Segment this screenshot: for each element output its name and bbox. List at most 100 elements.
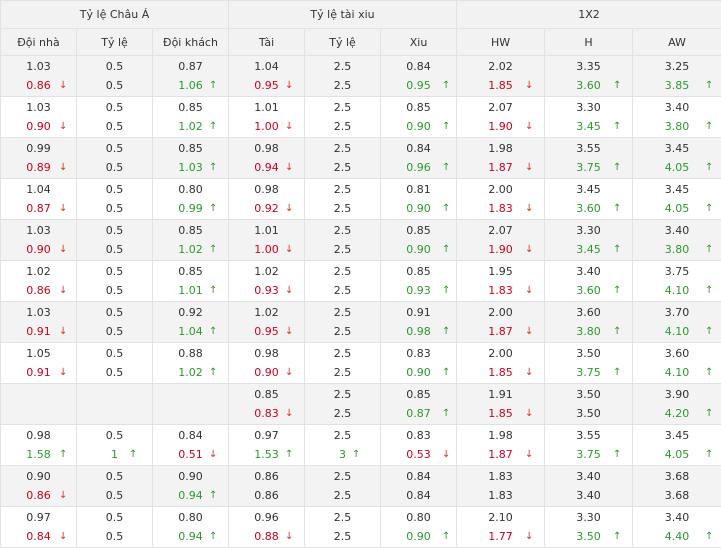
- current-odds-value: 1.02: [178, 366, 203, 380]
- current-odds-value: 3.80: [665, 243, 690, 257]
- current-odds: 0.5: [77, 202, 152, 216]
- current-odds: 4.10↑: [633, 325, 721, 339]
- current-odds: 0.5: [77, 120, 152, 134]
- current-odds-value: 2.5: [334, 530, 352, 544]
- current-odds: 2.5: [305, 202, 380, 216]
- current-odds: 0.86↓: [1, 489, 76, 503]
- current-odds: 0.94↑: [153, 489, 228, 503]
- arrow-up-icon: ↑: [209, 243, 217, 256]
- current-odds: 3.85↑: [633, 79, 721, 93]
- current-odds-value: 0.94: [178, 530, 203, 544]
- current-odds: 2.5: [305, 79, 380, 93]
- current-odds: 0.53↓: [381, 448, 456, 462]
- current-odds-value: 0.96: [406, 161, 431, 175]
- current-odds-value: 0.90: [406, 202, 431, 216]
- current-odds: 3.60↑: [545, 79, 632, 93]
- arrow-down-icon: ↓: [59, 120, 67, 133]
- arrow-down-icon: ↓: [59, 489, 67, 502]
- current-odds-value: 0.84: [406, 489, 431, 503]
- arrow-down-icon: ↓: [525, 79, 533, 92]
- opening-odds: 1.03: [1, 101, 76, 115]
- current-odds-value: 0.92: [254, 202, 279, 216]
- current-odds: 0.83↓: [229, 407, 304, 421]
- current-odds-value: 3: [339, 448, 346, 462]
- current-odds: 1.90↓: [457, 120, 544, 134]
- current-odds: 3.45↑: [545, 120, 632, 134]
- current-odds-value: 0.86: [26, 79, 51, 93]
- current-odds: 0.96↑: [381, 161, 456, 175]
- col-header-over: Tài: [229, 29, 305, 56]
- opening-odds: 1.91: [457, 388, 544, 402]
- current-odds: 0.5: [77, 489, 152, 503]
- current-odds: 0.84: [381, 489, 456, 503]
- opening-odds: 3.60: [633, 347, 721, 361]
- opening-odds: 0.5: [77, 347, 152, 361]
- current-odds: 0.94↓: [229, 161, 304, 175]
- current-odds-value: 1.03: [178, 161, 203, 175]
- arrow-up-icon: ↑: [613, 120, 621, 133]
- current-odds: 3.50: [545, 407, 632, 421]
- current-odds-value: 2.5: [334, 366, 352, 380]
- current-odds: 0.90↓: [229, 366, 304, 380]
- current-odds-value: 4.05: [665, 202, 690, 216]
- opening-odds: 1.02: [1, 265, 76, 279]
- arrow-down-icon: ↓: [285, 325, 293, 338]
- arrow-down-icon: ↓: [525, 202, 533, 215]
- current-odds: 0.5: [77, 530, 152, 544]
- current-odds: 3.45↑: [545, 243, 632, 257]
- opening-odds: 0.5: [77, 470, 152, 484]
- current-odds: 1.03↑: [153, 161, 228, 175]
- opening-odds: 1.95: [457, 265, 544, 279]
- current-odds: 1.00↓: [229, 120, 304, 134]
- opening-odds: 2.5: [305, 429, 380, 443]
- opening-odds: 0.80: [153, 511, 228, 525]
- odds-cell-aw: 3.25 3.85↑: [633, 56, 721, 97]
- arrow-down-icon: ↓: [525, 120, 533, 133]
- group-header-row: Tỷ lệ Châu Á Tỷ lệ tài xiu 1X2: [1, 1, 721, 29]
- current-odds: 2.5: [305, 284, 380, 298]
- arrow-up-icon: ↑: [705, 407, 713, 420]
- current-odds-value: 1.85: [488, 407, 513, 421]
- current-odds-value: 0.90: [406, 366, 431, 380]
- opening-odds: 3.25: [633, 60, 721, 74]
- current-odds-value: 0.98: [406, 325, 431, 339]
- current-odds: 0.5: [77, 325, 152, 339]
- current-odds-value: 0.90: [26, 120, 51, 134]
- current-odds: 0.88 ↓: [229, 530, 304, 544]
- current-odds: 1.06↑: [153, 79, 228, 93]
- opening-odds: 3.40: [633, 224, 721, 238]
- opening-odds: 3.40: [633, 101, 721, 115]
- current-odds-value: 3.40: [576, 489, 601, 503]
- current-odds: 0.90↑: [381, 202, 456, 216]
- current-odds-value: 0.90: [26, 243, 51, 257]
- opening-odds: 0.85: [381, 101, 456, 115]
- arrow-down-icon: ↓: [285, 161, 293, 174]
- current-odds-value: 0.88: [254, 530, 279, 544]
- current-odds-value: 0.51: [178, 448, 203, 462]
- current-odds-value: 1.58: [26, 448, 51, 462]
- opening-odds: 3.90: [633, 388, 721, 402]
- arrow-down-icon: ↓: [285, 530, 293, 543]
- opening-odds: 2.02: [457, 60, 544, 74]
- current-odds: 4.20↑: [633, 407, 721, 421]
- arrow-up-icon: ↑: [705, 530, 713, 543]
